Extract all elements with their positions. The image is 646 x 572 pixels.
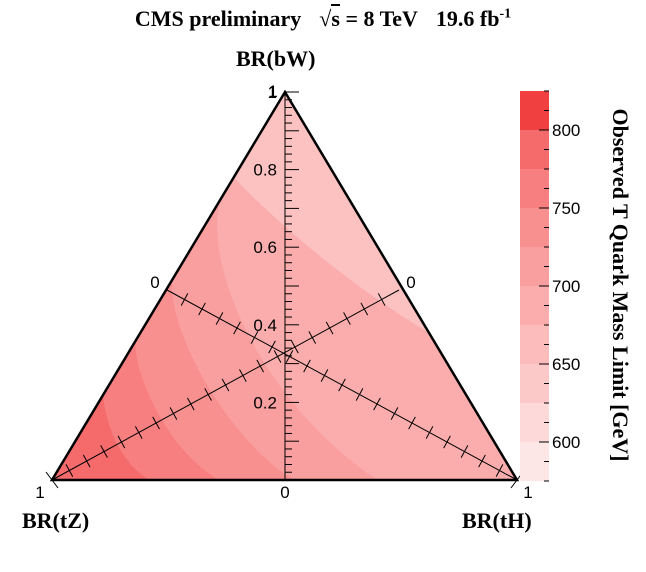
- tick-tz: [186, 397, 195, 411]
- tick-th: [425, 426, 434, 439]
- heat-region-light: [233, 92, 429, 333]
- tick-th: [285, 350, 294, 363]
- colorbar-tick-label: 800: [552, 121, 580, 140]
- tick-th: [373, 397, 381, 411]
- tick-tz: [308, 331, 317, 344]
- chart-title: CMS preliminary √s = 8 TeV 19.6 fb-1: [0, 4, 646, 32]
- tick-tz: [273, 350, 282, 363]
- tick-th: [443, 435, 451, 449]
- tick-th: [355, 388, 364, 401]
- corner-label-bw: BR(bW): [236, 46, 316, 71]
- tick-corner-left: [45, 471, 59, 489]
- tick-label-bw: 0.4: [253, 316, 277, 335]
- tick-th: [215, 312, 224, 325]
- title-energy: = 8 TeV: [339, 6, 418, 31]
- tick-tz: [204, 388, 212, 401]
- title-experiment: CMS preliminary: [134, 6, 302, 31]
- tick-tz: [82, 454, 91, 468]
- side-tick-left: 0: [150, 273, 159, 292]
- colorbar-tick-label: 600: [552, 433, 580, 452]
- tick-tz: [100, 445, 108, 458]
- tick-tz: [152, 416, 160, 430]
- tick-th: [180, 293, 189, 306]
- tick-th: [320, 369, 329, 382]
- tick-label-bw: 0.8: [253, 161, 277, 180]
- tick-th: [408, 416, 416, 430]
- tick-tz: [65, 464, 74, 477]
- tick-th: [478, 454, 486, 468]
- tick-tz: [134, 426, 143, 439]
- tick-label-bw: 1: [268, 83, 277, 102]
- tick-label-bw: 0.6: [253, 238, 277, 257]
- colorbar-title: Observed T Quark Mass Limit [GeV]: [608, 108, 633, 462]
- tick-th: [250, 331, 259, 344]
- side-tick-right: 0: [406, 273, 415, 292]
- tick-tz: [256, 359, 265, 373]
- tick-label-bw: 0.2: [253, 393, 277, 412]
- tick-th: [233, 321, 241, 335]
- title-lumi-exp: -1: [499, 6, 512, 22]
- tick-tz: [239, 369, 247, 382]
- colorbar-tick-label: 700: [552, 277, 580, 296]
- colorbar-tick-label: 750: [552, 199, 580, 218]
- colorbar-tick-label: 650: [552, 355, 580, 374]
- triangle-border: [49, 89, 520, 482]
- tick-th: [338, 378, 346, 392]
- tick-th: [495, 464, 504, 477]
- tick-tz: [221, 378, 230, 392]
- tick-tz: [343, 312, 351, 325]
- tick-tz: [325, 321, 334, 335]
- heat-region-5: [52, 441, 99, 480]
- tick-tz: [291, 340, 299, 354]
- corner-label-th: BR(tH): [462, 508, 532, 533]
- tick-tz: [169, 407, 178, 420]
- tick-th: [303, 359, 311, 373]
- corner-tick-center: 0: [280, 483, 289, 502]
- tick-tz: [117, 435, 126, 449]
- tick-th: [268, 340, 276, 354]
- title-sqrt-s: √s: [319, 4, 340, 31]
- tick-th: [390, 407, 399, 420]
- corner-label-tz: BR(tZ): [22, 508, 90, 533]
- corner-tick-top: 1: [268, 82, 277, 101]
- tick-tz: [377, 293, 386, 306]
- tick-tz: [360, 302, 369, 316]
- colorbar: 600 650 700 750 800: [520, 90, 580, 482]
- ternary-frame: [49, 89, 520, 482]
- tick-th: [198, 302, 206, 316]
- tick-th: [460, 445, 469, 458]
- corner-tick-right: 1: [523, 483, 532, 502]
- corner-tick-left: 1: [35, 483, 44, 502]
- title-lumi: 19.6 fb: [435, 6, 500, 31]
